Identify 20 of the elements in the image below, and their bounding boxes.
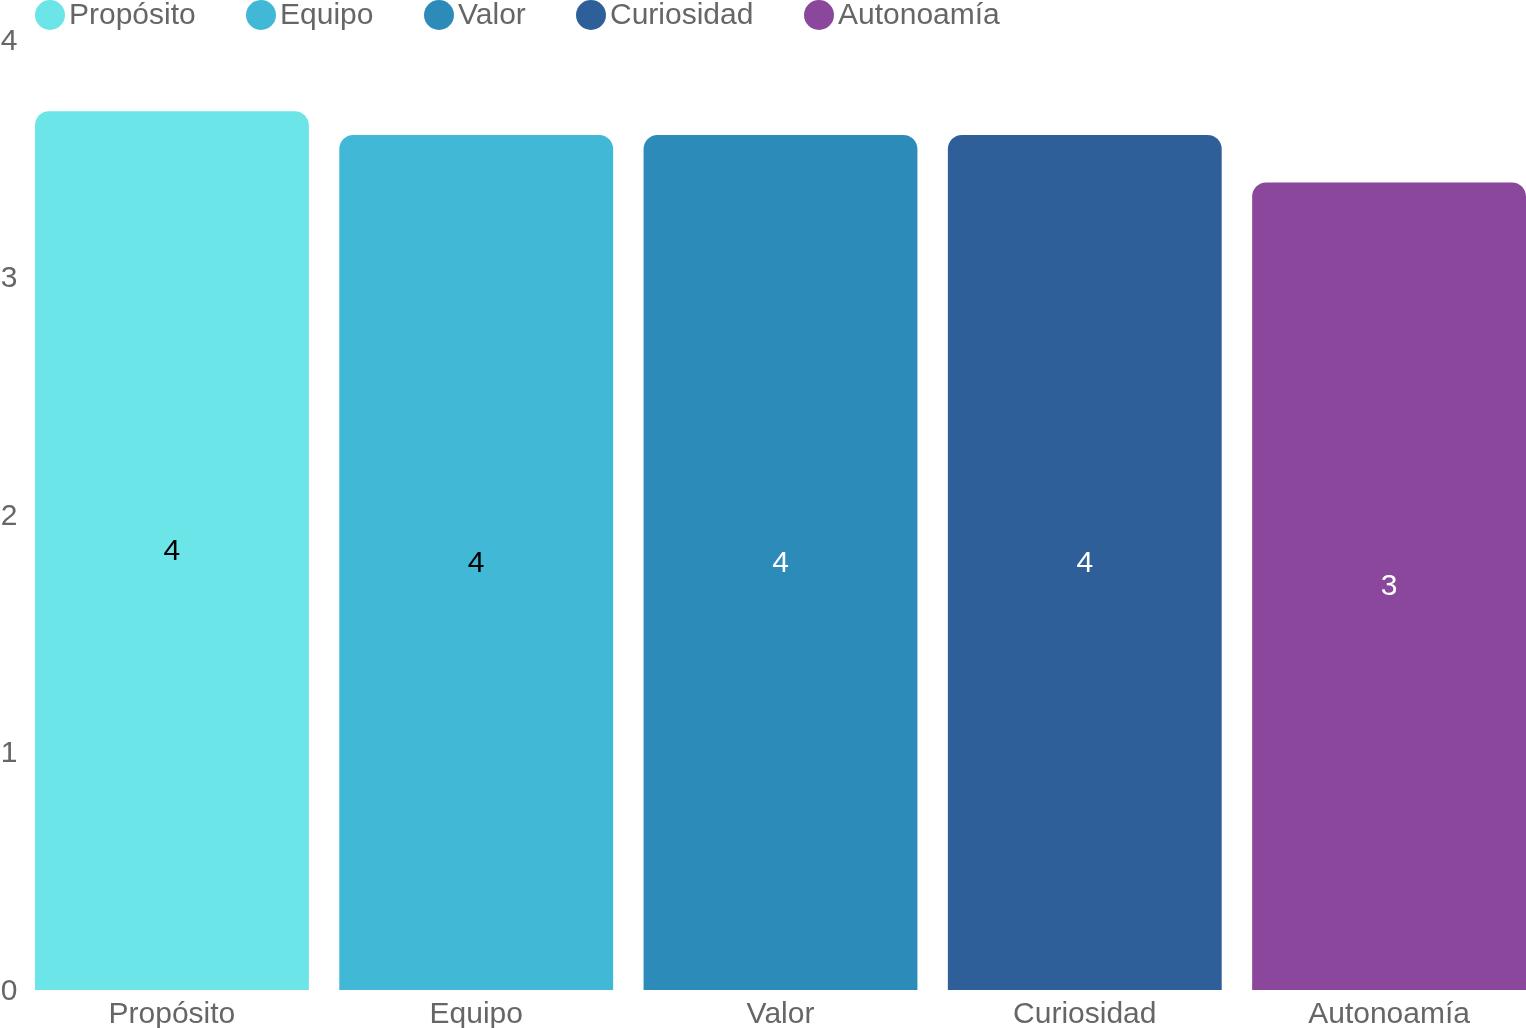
- y-tick-label: 4: [0, 22, 18, 56]
- data-label: 4: [163, 532, 181, 566]
- y-tick-label: 3: [0, 260, 18, 293]
- y-tick-label: 2: [0, 497, 18, 531]
- legend-label: Equipo: [280, 0, 374, 30]
- data-label: 4: [467, 544, 485, 578]
- data-label: 3: [1380, 568, 1398, 602]
- y-tick-label: 0: [0, 972, 18, 1006]
- data-label: 4: [1076, 544, 1094, 578]
- y-tick-label: 1: [0, 735, 18, 768]
- x-tick-label: Valor: [746, 995, 815, 1028]
- x-tick-label: Curiosidad: [1013, 995, 1157, 1028]
- x-tick-label: Equipo: [429, 995, 523, 1028]
- legend-label: Valor: [458, 0, 526, 30]
- data-label: 4: [772, 544, 789, 578]
- x-tick-label: Autonoamía: [1308, 995, 1471, 1028]
- legend-label: Propósito: [69, 0, 196, 30]
- x-tick-label: Propósito: [108, 995, 236, 1028]
- legend-label: Curiosidad: [610, 0, 754, 30]
- legend-label: Autonoamía: [838, 0, 1001, 30]
